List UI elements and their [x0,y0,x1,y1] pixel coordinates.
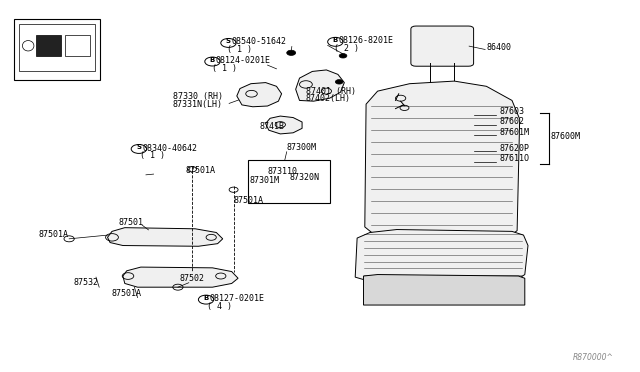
Polygon shape [108,228,223,246]
Text: 08126-8201E: 08126-8201E [339,36,394,45]
Text: ( 1 ): ( 1 ) [140,151,164,160]
Text: 87603: 87603 [499,107,524,116]
Text: B: B [210,57,215,63]
Text: 08540-51642: 08540-51642 [232,38,287,46]
Text: 08124-0201E: 08124-0201E [216,56,271,65]
Polygon shape [237,83,282,107]
Text: ( 1 ): ( 1 ) [212,64,237,73]
Text: 08340-40642: 08340-40642 [142,144,197,153]
Text: 87602: 87602 [499,118,524,126]
Bar [19,24,95,71]
Text: 87501A: 87501A [112,289,142,298]
Bar [248,160,330,203]
Text: 8741B: 8741B [259,122,284,131]
Text: 87320N: 87320N [290,173,320,182]
Text: 87611O: 87611O [499,154,529,163]
Text: 87301M: 87301M [250,176,280,185]
Text: B: B [333,37,338,43]
Text: 87401 (RH): 87401 (RH) [306,87,356,96]
Text: R870000^: R870000^ [573,353,614,362]
Text: ( 4 ): ( 4 ) [207,302,232,311]
Polygon shape [296,70,344,101]
Bar [65,35,90,56]
Text: 87532: 87532 [74,278,99,287]
Text: 87620P: 87620P [499,144,529,153]
Bar [36,35,61,56]
Text: 87331N(LH): 87331N(LH) [173,100,223,109]
Text: 86400: 86400 [486,43,511,52]
Text: 87501: 87501 [118,218,143,227]
FancyBboxPatch shape [411,26,474,66]
Text: ( 1 ): ( 1 ) [227,45,252,54]
Polygon shape [364,275,525,305]
Polygon shape [123,267,238,287]
Text: 87501A: 87501A [38,230,68,239]
Text: 87600M: 87600M [550,132,580,141]
Text: S: S [136,144,141,150]
Circle shape [287,50,296,55]
Text: 87501A: 87501A [234,196,264,205]
Text: 87601M: 87601M [499,128,529,137]
Text: 08127-0201E: 08127-0201E [209,294,264,303]
Polygon shape [355,230,528,283]
Circle shape [335,80,343,84]
Polygon shape [365,81,520,244]
Text: ( 2 ): ( 2 ) [334,44,359,53]
Text: 87300M: 87300M [287,143,317,152]
Text: 87330 (RH): 87330 (RH) [173,92,223,101]
Text: 87402(LH): 87402(LH) [306,94,351,103]
Text: 87502: 87502 [179,275,204,283]
Text: B: B [204,295,209,301]
Polygon shape [266,116,302,134]
Bar [14,19,100,80]
Text: 873110: 873110 [268,167,298,176]
Circle shape [339,54,347,58]
Text: S: S [226,38,231,44]
Text: 87501A: 87501A [186,166,216,175]
Ellipse shape [22,41,34,51]
